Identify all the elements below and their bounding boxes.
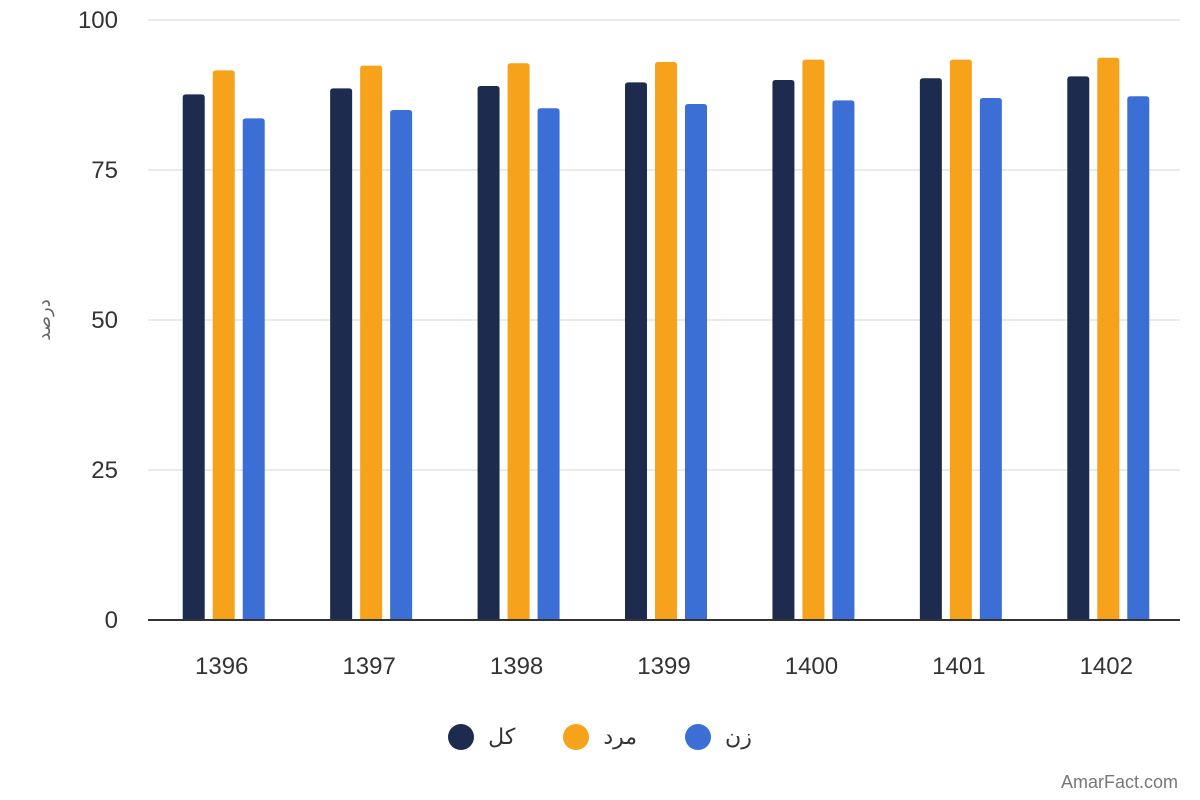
x-tick-label: 1397 xyxy=(342,653,395,680)
y-tick-label: 50 xyxy=(91,307,118,334)
bar-1402-series-2[interactable] xyxy=(1127,96,1150,620)
y-tick-label: 100 xyxy=(78,7,118,34)
bar-1401-series-1[interactable] xyxy=(949,59,972,621)
x-tick-label: 1401 xyxy=(932,653,985,680)
x-tick-label: 1402 xyxy=(1080,653,1133,680)
legend-item[interactable]: کل xyxy=(448,724,515,750)
legend-label: مرد xyxy=(603,724,638,750)
x-tick-label: 1398 xyxy=(490,653,543,680)
legend-marker xyxy=(685,724,712,750)
bar-1402-series-0[interactable] xyxy=(1067,76,1090,620)
legend-marker xyxy=(448,724,475,750)
bar-1396-series-0[interactable] xyxy=(182,94,205,620)
bar-1398-series-2[interactable] xyxy=(537,108,560,620)
bar-1399-series-1[interactable] xyxy=(655,62,677,620)
y-tick-label: 75 xyxy=(91,157,118,184)
legend-label: زن xyxy=(725,724,752,750)
bar-1396-series-2[interactable] xyxy=(242,118,265,621)
bar-1399-series-2[interactable] xyxy=(685,104,707,620)
x-tick-label: 1400 xyxy=(785,653,838,680)
x-tick-label: 1399 xyxy=(637,653,690,680)
legend-item[interactable]: زن xyxy=(685,724,752,750)
y-tick-label: 25 xyxy=(91,457,118,484)
x-tick-labels: 1396 1397 1398 1399 1400 1401 1402 xyxy=(195,653,1133,680)
bar-1401-series-0[interactable] xyxy=(919,78,942,620)
bar-1401-series-2[interactable] xyxy=(979,98,1002,620)
legend: کل مرد زن xyxy=(0,724,1200,750)
legend-label: کل xyxy=(488,724,516,750)
bar-1400-series-2[interactable] xyxy=(832,100,855,620)
y-axis-label: درصد xyxy=(34,299,55,340)
bar-1400-series-0[interactable] xyxy=(772,80,795,620)
bar-1396-series-1[interactable] xyxy=(212,70,235,620)
bars xyxy=(182,57,1150,621)
legend-item[interactable]: مرد xyxy=(563,724,637,750)
legend-marker xyxy=(563,724,590,750)
bar-1397-series-1[interactable] xyxy=(360,65,383,621)
bar-1400-series-1[interactable] xyxy=(802,59,825,621)
y-tick-labels: 0 25 50 75 100 xyxy=(78,7,118,634)
bar-1397-series-2[interactable] xyxy=(390,110,413,620)
x-tick-label: 1396 xyxy=(195,653,248,680)
bar-1398-series-1[interactable] xyxy=(507,63,530,620)
bar-1399-series-0[interactable] xyxy=(625,82,647,620)
y-tick-label: 0 xyxy=(105,607,118,634)
bar-1398-series-0[interactable] xyxy=(477,86,500,620)
bar-1402-series-1[interactable] xyxy=(1097,57,1120,621)
watermark: AmarFact.com xyxy=(1060,772,1178,792)
bar-1397-series-0[interactable] xyxy=(330,88,353,620)
